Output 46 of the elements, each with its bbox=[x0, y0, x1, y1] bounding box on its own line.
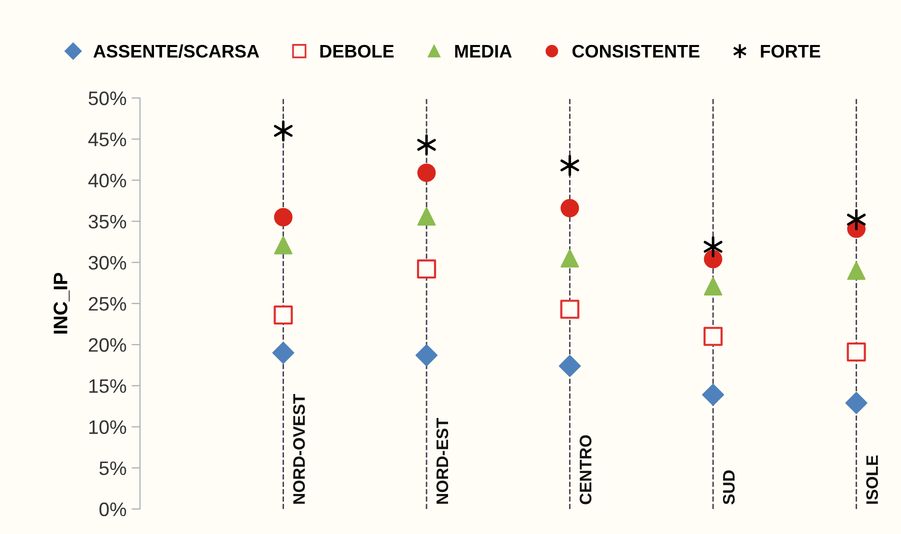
legend-label: ASSENTE/SCARSA bbox=[93, 44, 260, 58]
point bbox=[845, 392, 868, 414]
y-tick-label: 40% bbox=[88, 174, 126, 188]
y-tick-label: 15% bbox=[89, 379, 126, 393]
x-tick-label: NORD-OVEST bbox=[293, 394, 305, 504]
legend-label: MEDIA bbox=[455, 45, 512, 58]
y-axis-title: INC_IP bbox=[54, 272, 70, 334]
point bbox=[417, 134, 436, 156]
y-tick-label: 10% bbox=[89, 420, 126, 434]
legend-label: FORTE bbox=[760, 44, 820, 58]
y-tick-label: 0% bbox=[99, 502, 126, 516]
point bbox=[274, 208, 292, 226]
y-tick-label: 45% bbox=[88, 132, 126, 146]
point bbox=[704, 250, 722, 268]
point bbox=[416, 344, 438, 366]
point bbox=[274, 120, 293, 142]
y-tick-label: 5% bbox=[99, 461, 126, 476]
point bbox=[560, 300, 580, 319]
x-tick-label: SUD bbox=[722, 470, 735, 504]
point bbox=[417, 164, 436, 182]
point bbox=[702, 384, 724, 406]
point bbox=[847, 261, 866, 280]
point bbox=[274, 305, 293, 325]
point bbox=[560, 249, 580, 268]
point bbox=[560, 198, 580, 218]
x-tick-label: NORD-EST bbox=[436, 418, 448, 504]
point bbox=[704, 326, 723, 346]
point bbox=[704, 277, 722, 296]
point bbox=[274, 236, 292, 254]
x-tick-label: CENTRO bbox=[580, 435, 592, 504]
y-tick-label: 20% bbox=[88, 338, 126, 352]
point bbox=[560, 154, 580, 176]
y-tick-label: 25% bbox=[88, 296, 126, 311]
y-tick-label: 50% bbox=[88, 91, 126, 106]
point bbox=[846, 342, 866, 362]
point bbox=[417, 207, 436, 226]
legend-label: CONSISTENTE bbox=[572, 44, 700, 58]
x-tick-label: ISOLE bbox=[866, 456, 878, 504]
y-tick-label: 30% bbox=[88, 256, 126, 270]
point bbox=[416, 259, 436, 279]
point bbox=[847, 209, 866, 230]
y-tick-label: 35% bbox=[88, 214, 126, 229]
point bbox=[704, 236, 722, 258]
point bbox=[272, 342, 294, 364]
point bbox=[558, 354, 581, 377]
legend-label: DEBOLE bbox=[320, 44, 394, 58]
